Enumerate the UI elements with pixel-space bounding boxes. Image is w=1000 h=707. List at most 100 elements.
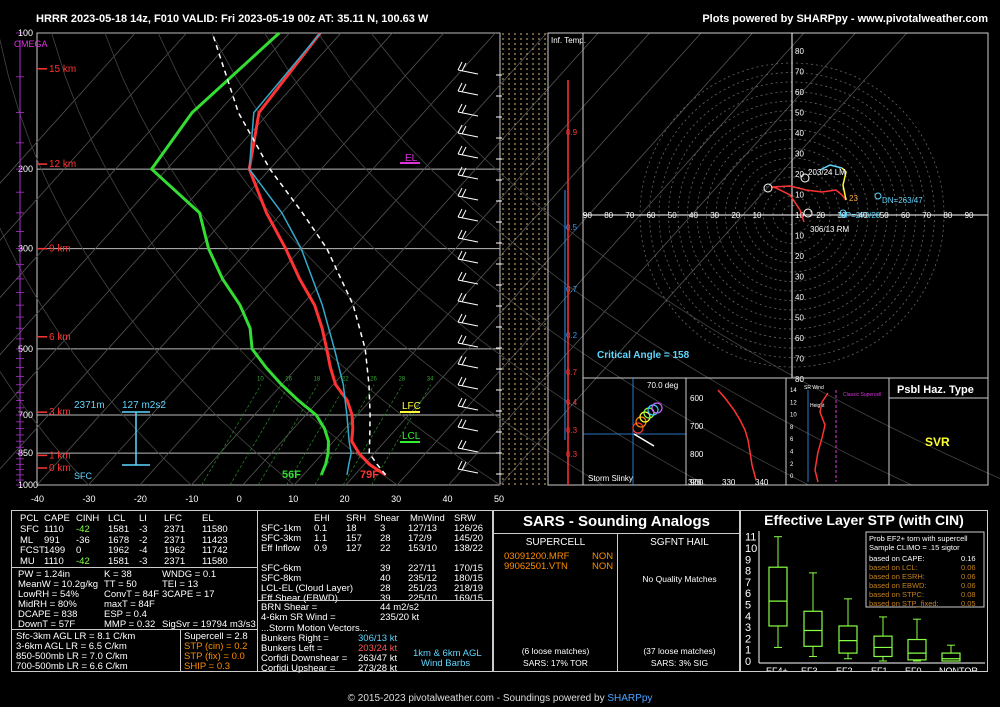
hodo-tick: 40 [795,293,804,302]
stp-ytick: 10 [745,543,757,555]
thetae-xtick: 330 [722,478,736,487]
thermo-header: EL [202,513,214,524]
kin-row: 225/10 [408,593,438,604]
kin-row: SFC-6km [261,563,302,574]
slinky-label: Storm Slinky [588,474,633,483]
mixing-ratio-line [286,384,347,486]
hodo-tick: 80 [795,375,804,384]
thermo-row: -2 [139,534,148,546]
wind-barb [457,271,502,286]
stp-box [838,598,858,660]
height-label: 0 km [49,463,71,474]
kin-row: 227/11 [408,563,437,574]
kin-row: SFC-1km [261,523,302,534]
temp-tick: -40 [31,494,44,504]
thermo-index: TT = 50 [104,579,137,590]
thermo-row: -3 [139,555,148,567]
srwind-ytick: 4 [790,450,794,456]
sars-no-quality: No Quality Matches [642,574,717,584]
wind-barb [457,250,502,265]
thermo-row: -42 [76,555,90,567]
dry-adiabat [264,32,809,486]
sounding-title: HRRR 2023-05-18 14z, F010 VALID: Fri 202… [36,13,429,25]
sr-wind-46: 235/20 kt [380,612,420,623]
stp-box [803,572,823,657]
temp-tick: -30 [82,494,95,504]
slinky-rings [632,402,663,434]
profile-series-1 [149,31,331,476]
motion-vector: Bunkers Left = [261,643,323,654]
thermo-row: 2371 [164,534,186,546]
thermo-row: -3 [139,524,148,535]
srwind-height-label: Height [810,403,825,409]
sfc-temp-label: 79F [360,469,379,481]
thermo-index: DownT = 57F [18,619,76,630]
motion-vector: 273/28 kt [358,663,398,674]
kin-row: 126/26 [454,523,484,534]
thermo-row: 1678 [108,534,130,546]
composite-index: SHIP = 0.3 [184,661,231,672]
thetae-xtick: 340 [755,478,769,487]
temp-tick: 50 [494,494,504,504]
hodo-tick: 30 [710,211,719,220]
thermo-row: 1110 [44,555,64,567]
dry-adiabat [370,32,1000,480]
stp-prob-title: Prob EF2+ torn with supercell [869,534,968,543]
kin-row: LCL-EL (Cloud Layer) [261,583,354,594]
thermo-row: -42 [76,524,90,535]
hodo-tick: 70 [795,355,804,364]
hodo-tick: 10 [795,232,804,241]
wind-barb [457,397,502,412]
psbl-value: SVR [925,435,950,449]
skewt-grid [0,32,1000,486]
mixing-ratio-line [371,384,432,486]
mixing-ratio-line [229,384,290,486]
thermo-index: TEI = 13 [162,579,199,590]
temp-tick: 0 [237,494,242,504]
thermo-index: MeanW = 10.2g/kg [18,579,99,590]
thermo-row: 11742 [202,545,228,556]
kin-header: MnWind [410,513,445,524]
stp-prob-label: based on CAPE: [869,554,924,563]
kin-header: Shear [374,513,400,524]
mixing-ratio-label: 16 [285,377,292,383]
kin-row: 127/13 [408,523,438,534]
thermo-index: 3CAPE = 17 [162,589,215,600]
stp-category: NONTOR [939,666,978,671]
stp-ytick: 5 [745,600,751,612]
wind-barb [457,355,502,370]
hodo-tick: 60 [795,88,804,97]
stp-prob-value: 0.06 [961,563,976,572]
motion-vector: Corfidi Upshear = [261,663,336,674]
stp-box [907,618,927,662]
psbl-frame [888,377,989,486]
brn-shear: 44 m2/s2 [380,602,420,613]
stp-ytick: 1 [745,645,751,657]
kin-row: 153/10 [408,543,438,554]
mixing-ratio-label: 10 [257,377,264,383]
wind-barb [457,187,502,202]
footer: © 2015-2023 pivotalweather.com - Soundin… [0,693,1000,704]
temp-tick: 30 [391,494,401,504]
kin-row: 235/12 [408,573,438,584]
thermo-row: ML [20,534,34,546]
height-label: 9 km [49,244,71,255]
srwind-ytick: 0 [790,474,794,480]
inf-temp-value: 0.7 [566,368,578,377]
eff-inflow-srh: 127 m2s2 [122,400,166,411]
hodo-tick: 60 [901,211,910,220]
hodo-tick: 50 [668,211,677,220]
mixing-ratio-line [342,384,403,486]
hodo-trace-high [819,164,843,171]
hodo-tick: 40 [795,129,804,138]
stp-box [873,616,893,662]
dn-label: DN=263/47 [882,196,923,205]
pressure-tick: 300 [18,244,33,254]
stp-ytick: 0 [745,656,751,668]
thetae-ytick: 900 [690,478,704,487]
thetae-xtick: 320 [688,478,702,487]
hodo-tick: 90 [965,211,974,220]
thermo-header: CINH [76,513,100,524]
height-label: 15 km [49,64,76,75]
